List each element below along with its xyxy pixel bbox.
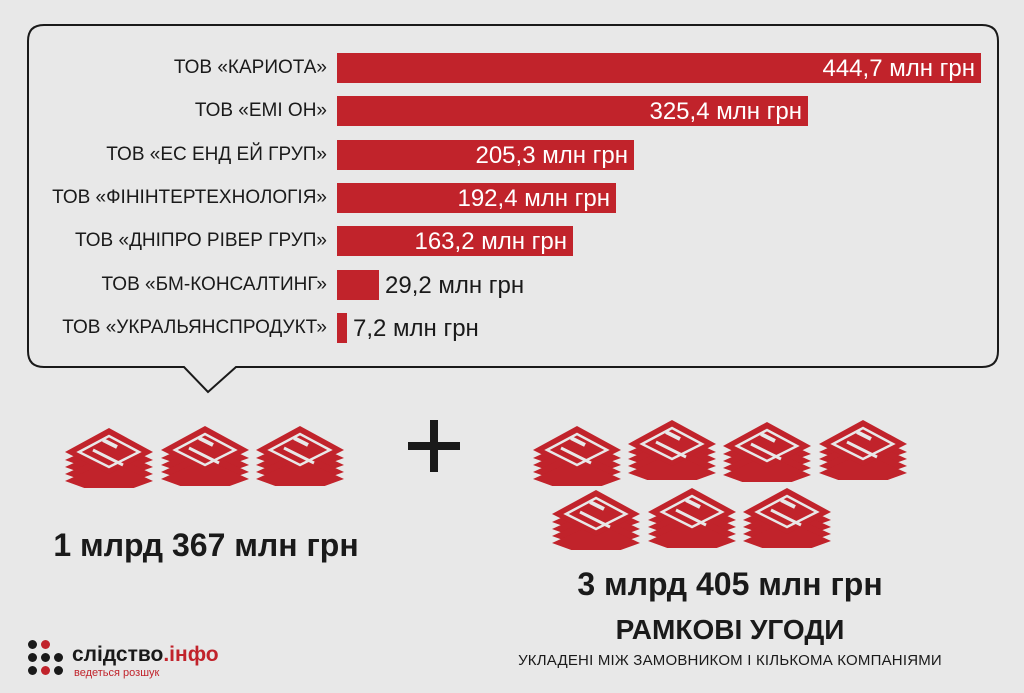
logo-name: слідство.інфо	[72, 643, 219, 667]
bar	[337, 183, 616, 213]
dot-grid-logo-icon	[28, 640, 68, 680]
logo-name-suffix: .інфо	[163, 643, 219, 666]
value-label: 163,2 млн грн	[414, 228, 567, 255]
bar	[337, 270, 379, 300]
bar	[337, 226, 573, 256]
money-stack-icon	[626, 408, 718, 491]
bar	[337, 313, 347, 343]
money-stack-icon	[531, 414, 623, 497]
framework-title: РАМКОВІ УГОДИ	[615, 614, 845, 645]
framework-total: 3 млрд 405 млн грн	[577, 566, 883, 602]
company-label: ТОВ «ЕМІ ОН»	[194, 100, 327, 121]
money-stack-icon	[550, 478, 642, 561]
value-label: 192,4 млн грн	[457, 185, 610, 212]
money-stack-icon	[646, 476, 738, 559]
money-stack-icon	[741, 476, 833, 559]
value-label: 29,2 млн грн	[385, 272, 525, 299]
plus-icon	[408, 420, 460, 472]
company-label: ТОВ «ДНІПРО РІВЕР ГРУП»	[75, 230, 327, 251]
framework-subtitle: УКЛАДЕНІ МІЖ ЗАМОВНИКОМ І КІЛЬКОМА КОМПА…	[518, 652, 942, 669]
value-label: 205,3 млн грн	[475, 142, 628, 169]
company-label: ТОВ «ФІНІНТЕРТЕХНОЛОГІЯ»	[52, 187, 327, 208]
value-label: 7,2 млн грн	[353, 315, 479, 342]
money-stack-icon	[817, 408, 909, 491]
money-stack-icon	[159, 414, 251, 497]
bar	[337, 140, 634, 170]
company-label: ТОВ «ЕС ЕНД ЕЙ ГРУП»	[106, 144, 327, 165]
value-label: 325,4 млн грн	[649, 98, 802, 125]
value-label: 444,7 млн грн	[822, 55, 975, 82]
company-label: ТОВ «КАРИОТА»	[173, 57, 327, 78]
logo-name-main: слідство	[72, 643, 164, 666]
company-label: ТОВ «БМ-КОНСАЛТИНГ»	[101, 274, 327, 295]
money-stack-icon	[721, 410, 813, 493]
money-stack-icon	[254, 414, 346, 497]
direct-total: 1 млрд 367 млн грн	[53, 527, 359, 563]
bar	[337, 96, 808, 126]
money-stack-icon	[63, 416, 155, 499]
company-label: ТОВ «УКРАЛЬЯНСПРОДУКТ»	[62, 317, 327, 338]
logo-tagline: ведеться розшук	[74, 667, 160, 679]
bar	[337, 53, 981, 83]
logo[interactable]: слідство.інфо ведеться розшук	[28, 640, 228, 680]
